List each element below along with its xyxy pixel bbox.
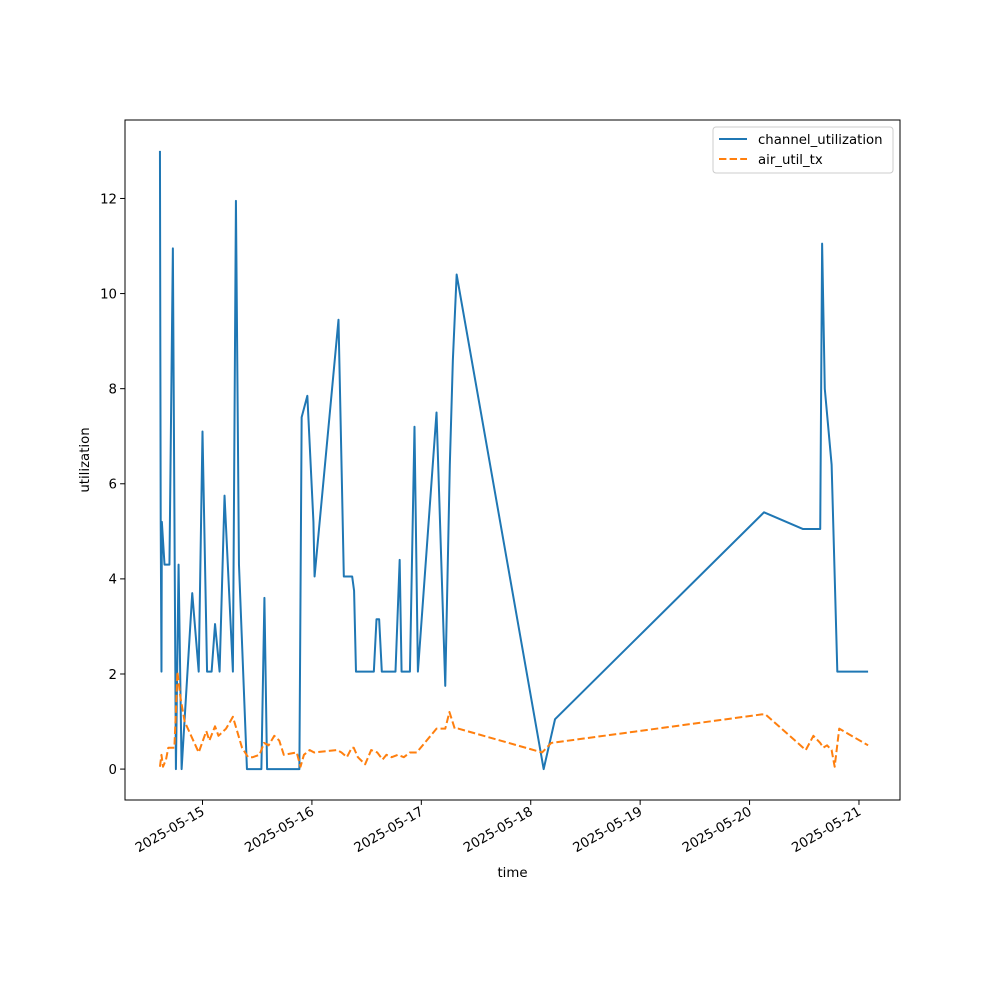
series-layer	[158, 150, 869, 771]
y-axis-ticks: 0 2 4 6 8 10 12	[100, 192, 125, 778]
y-tick-label: 6	[109, 478, 117, 493]
y-tick-label: 0	[109, 763, 117, 778]
series-line-air-util-tx	[158, 670, 869, 768]
y-axis-label: utilization	[78, 427, 93, 492]
y-tick-label: 12	[100, 192, 117, 207]
y-tick-label: 8	[109, 382, 117, 397]
legend-label: channel_utilization	[758, 133, 883, 148]
legend-box	[712, 126, 894, 174]
legend: channel_utilization air_util_tx	[712, 126, 894, 174]
series-line-channel-utilization	[158, 150, 869, 771]
y-tick-label: 2	[109, 668, 117, 683]
y-tick-label: 10	[100, 287, 117, 302]
axes-frame	[124, 119, 901, 801]
y-tick-label: 4	[109, 573, 117, 588]
legend-label: air_util_tx	[758, 153, 823, 168]
x-axis-label: time	[497, 866, 527, 881]
